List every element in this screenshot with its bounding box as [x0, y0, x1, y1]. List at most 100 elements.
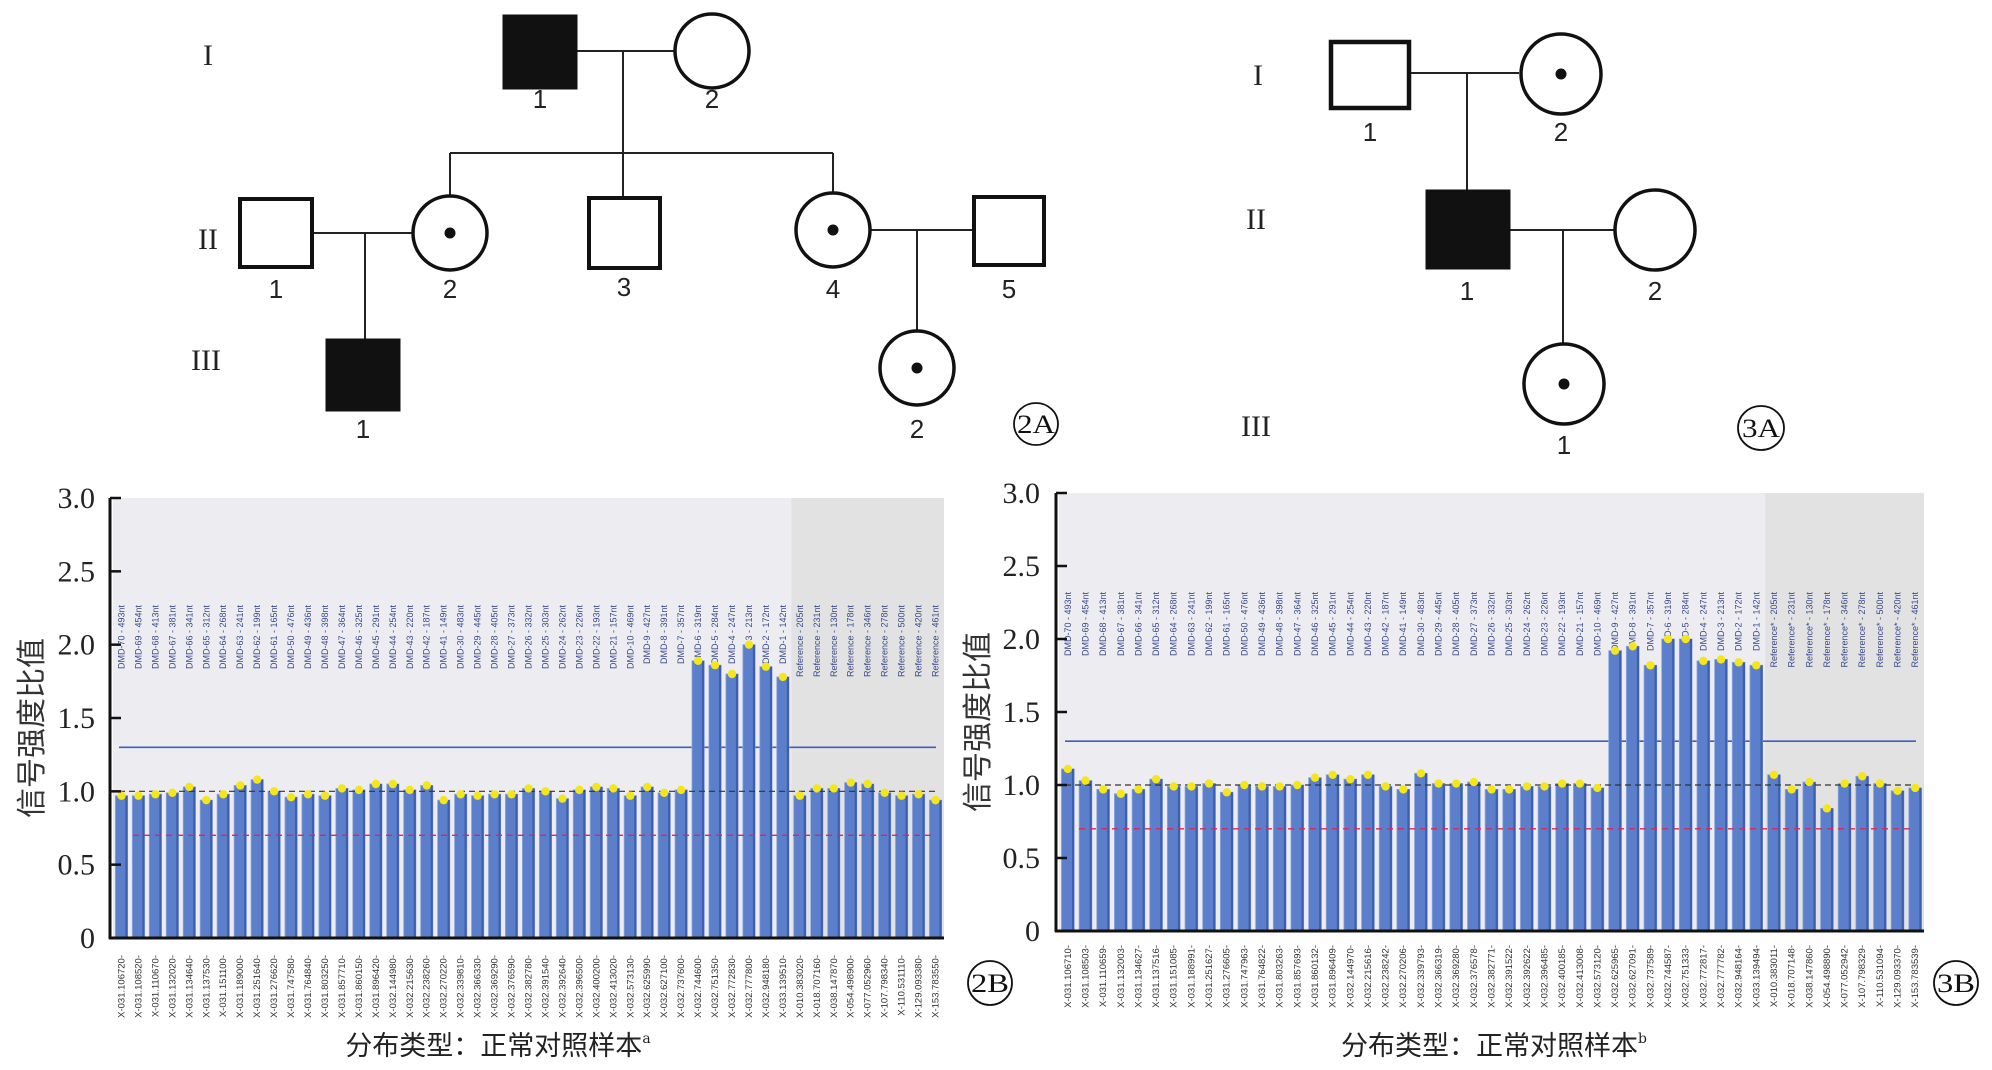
data-point-marker: [524, 784, 533, 793]
pedigree-3a: I II III 1 2 1 2 1 3A: [1241, 32, 1785, 460]
bar-shadow: [634, 795, 637, 938]
probe-label: DMD-25 - 303nt: [540, 605, 550, 670]
caption-superscript: a: [642, 1031, 650, 1047]
data-point-marker: [778, 672, 788, 682]
bar-shadow: [328, 795, 332, 938]
x-tick-label: X-153.783539-: [1910, 945, 1921, 1008]
x-tick-label: X-107.798340-: [880, 955, 891, 1018]
y-tick-label: 1.0: [1003, 769, 1041, 802]
bar-shadow: [1672, 639, 1675, 931]
x-tick-label: X-032.777782-: [1716, 945, 1727, 1008]
bar-shadow: [176, 792, 179, 938]
x-tick-label: X-031.747963-: [1239, 945, 1250, 1008]
bar-shadow: [1619, 650, 1622, 931]
bar-shadow: [278, 791, 281, 938]
x-axis-caption: 分布类型：正常对照样本a: [345, 1031, 650, 1062]
generation-label-iii: III: [191, 344, 221, 377]
bar-shadow: [1831, 808, 1834, 931]
data-point-marker: [914, 790, 923, 799]
data-point-marker: [761, 662, 771, 671]
probe-label: DMD-28 - 405nt: [1451, 592, 1461, 657]
x-tick-label: X-054.498900-: [846, 955, 857, 1018]
bar-shadow: [651, 786, 654, 938]
carrier-dot-icon: [827, 224, 839, 236]
data-point-marker: [1434, 779, 1443, 788]
probe-label: DMD-69 - 454nt: [133, 605, 143, 670]
x-tick-label: X-032.270220-: [439, 955, 450, 1018]
x-tick-label: X-032.400200-: [591, 955, 602, 1018]
probe-label: DMD-2 - 172nt: [1734, 592, 1744, 652]
panel-label-circle: [1933, 960, 1979, 1006]
data-point-marker: [1222, 788, 1231, 797]
id-label-i-1: 1: [1363, 117, 1377, 147]
probe-label: DMD-9 - 427nt: [642, 605, 652, 665]
probe-label: DMD-70 - 493nt: [116, 605, 126, 670]
x-tick-label: X-032.215616-: [1363, 945, 1374, 1008]
x-tick-label: X-077.052960-: [863, 955, 874, 1018]
generation-label-iii: III: [1241, 410, 1271, 443]
x-tick-label: X-032.627091-: [1628, 945, 1639, 1008]
probe-label: DMD-42 - 187nt: [422, 605, 432, 670]
bar-shadow: [583, 789, 586, 938]
data-point-marker: [320, 791, 330, 800]
bar-shadow: [871, 784, 874, 938]
probe-label: DMD-44 - 254nt: [388, 605, 398, 670]
probe-label: DMD-30 - 483nt: [456, 605, 466, 670]
generation-label-i: I: [203, 39, 213, 72]
data-point-marker: [202, 795, 211, 805]
data-point-marker: [575, 785, 584, 795]
x-tick-label: X-032.772817-: [1698, 945, 1709, 1008]
probe-label: DMD-29 - 445nt: [1434, 592, 1444, 657]
probe-label: DMD-3 - 213nt: [1716, 592, 1726, 652]
x-tick-label: X-032.238242-: [1381, 945, 1392, 1008]
x-tick-label: X-031.747580-: [286, 955, 297, 1018]
data-point-marker: [795, 791, 805, 800]
probe-label: DMD-49 - 436nt: [1257, 592, 1267, 657]
probe-label: DMD-3 - 213nt: [744, 605, 754, 665]
probe-label: DMD-65 - 312nt: [201, 605, 211, 670]
bar-shadow: [1866, 776, 1869, 931]
caption-text: 分布类型：正常对照样本: [345, 1031, 642, 1062]
y-tick-label: 2.5: [58, 555, 96, 588]
x-tick-label: X-031.857693-: [1292, 945, 1303, 1008]
probe-label: DMD-1 - 142nt: [778, 605, 788, 665]
data-point-marker: [1487, 785, 1496, 794]
y-tick-label: 2.5: [1003, 550, 1041, 583]
data-point-marker: [337, 784, 347, 793]
individual-ii-5-male: [972, 195, 1046, 267]
x-tick-label: X-032.392622-: [1522, 945, 1533, 1008]
id-label-ii-3: 3: [617, 272, 631, 302]
data-point-marker: [1540, 782, 1549, 791]
x-tick-label: X-031.134627-: [1133, 945, 1144, 1008]
bar-shadow: [837, 788, 840, 938]
probe-label: DMD-24 - 262nt: [1522, 592, 1532, 657]
probe-label: DMD-41 - 149nt: [1398, 592, 1408, 657]
data-point-marker: [1504, 785, 1514, 794]
data-point-marker: [303, 790, 313, 799]
bar-shadow: [1071, 768, 1075, 931]
bar-shadow: [1636, 646, 1640, 931]
chart-3b: DMD-70 - 493nt DMD-69 - 454nt DMD-68 - 413…: [961, 477, 1979, 1062]
data-point-marker: [1151, 774, 1161, 784]
x-tick-label: X-032.144980-: [388, 955, 399, 1018]
data-point-marker: [1063, 764, 1073, 774]
probe-label: Reference - 278nt: [880, 605, 890, 678]
carrier-dot-icon: [1555, 68, 1567, 80]
probe-label: DMD-42 - 187nt: [1381, 592, 1391, 657]
data-point-marker: [1134, 785, 1143, 794]
bar-shadow: [549, 791, 552, 938]
panel-label-3a: 3A: [1742, 414, 1780, 443]
x-tick-label: X-032.369290-: [490, 955, 501, 1018]
probe-label: DMD-2 - 172nt: [761, 605, 771, 665]
x-tick-label: X-031.106710-: [1063, 945, 1074, 1008]
probe-label: DMD-50 - 476nt: [286, 605, 296, 670]
id-label-iii-1: 1: [356, 414, 370, 444]
bar-shadow: [447, 800, 450, 938]
x-tick-label: X-031.132020-: [167, 955, 178, 1018]
probe-label: DMD-65 - 312nt: [1151, 592, 1161, 657]
bar-shadow: [1372, 774, 1375, 931]
data-point-marker: [744, 640, 754, 649]
data-point-marker: [829, 784, 838, 793]
bar-shadow: [1548, 786, 1551, 931]
panel-label-3a-circle: [1737, 405, 1785, 451]
